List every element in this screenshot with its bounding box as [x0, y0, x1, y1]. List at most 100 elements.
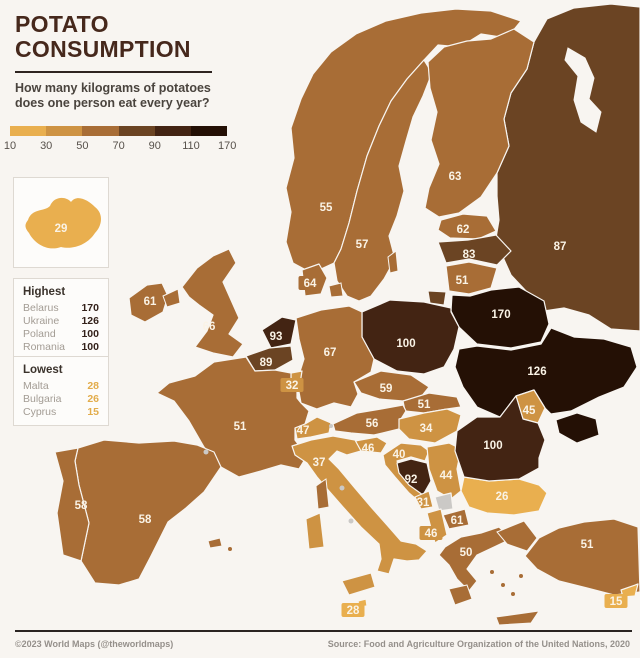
- rank-row-belarus: Belarus 170: [23, 302, 99, 315]
- header: POTATO CONSUMPTION How many kilograms of…: [15, 12, 245, 111]
- country-spain: [74, 439, 222, 586]
- rank-country-name: Poland: [23, 328, 56, 340]
- country-slovakia: [402, 392, 462, 414]
- country-label-box-luxembourg: [280, 378, 304, 392]
- rank-country-name: Malta: [23, 380, 49, 392]
- country-label-serbia: 44: [440, 470, 453, 482]
- country-label-ukraine: 126: [527, 366, 546, 378]
- country-label-romania: 100: [483, 440, 502, 452]
- footer-divider: [15, 630, 632, 632]
- country-label-norway: 55: [320, 202, 333, 214]
- country-label-russia: 87: [554, 241, 567, 253]
- country-label-malta: 28: [347, 605, 360, 617]
- vatican-dot: [348, 518, 354, 524]
- country-label-finland: 63: [449, 171, 462, 183]
- country-label-box-denmark: [298, 276, 322, 290]
- legend-segment-2: [82, 126, 119, 136]
- country-label-slovakia: 51: [418, 399, 431, 411]
- highest-heading: Highest: [23, 286, 66, 298]
- country-greece: [438, 526, 512, 592]
- legend-tick-10: 10: [3, 140, 17, 152]
- iceland-inset-map: 29: [25, 197, 102, 249]
- sicily: [341, 572, 376, 596]
- legend-segment-3: [118, 126, 155, 136]
- legend-tick-30: 30: [40, 140, 53, 152]
- rank-country-name: Bulgaria: [23, 393, 62, 405]
- rank-country-value: 15: [87, 406, 99, 418]
- rank-country-value: 100: [81, 328, 99, 340]
- andorra-dot: [203, 449, 209, 455]
- lowest-heading: Lowest: [23, 364, 63, 376]
- country-estonia: [437, 213, 497, 240]
- legend-segment-1: [46, 126, 83, 136]
- country-label-uk: 66: [203, 321, 216, 333]
- country-label-greece: 50: [460, 547, 473, 559]
- country-label-latvia: 83: [463, 249, 476, 261]
- subtitle-line1: How many kilograms of potatoes: [15, 81, 211, 95]
- kaliningrad: [427, 290, 447, 306]
- rank-country-value: 170: [81, 302, 99, 314]
- aegean-island: [501, 583, 505, 587]
- country-turkey: [524, 518, 640, 596]
- aegean-island: [490, 570, 494, 574]
- rank-country-value: 126: [81, 315, 99, 327]
- rank-country-name: Romania: [23, 341, 66, 353]
- highest-panel: Highest Belarus 170 Ukraine 126 Poland 100 Rom…: [13, 278, 109, 361]
- sardinia: [305, 512, 325, 550]
- country-label-bulgaria: 26: [496, 491, 509, 503]
- country-montenegro: [414, 490, 434, 510]
- turkey-europe: [496, 520, 538, 552]
- lowest-panel: Lowest Malta 28 Bulgaria 26 Cyprus 15: [13, 356, 109, 426]
- country-label-belarus: 170: [491, 309, 510, 321]
- country-lithuania: [445, 261, 498, 295]
- country-label-iceland: 29: [55, 223, 68, 235]
- footer-source: Source: Food and Agriculture Organizatio…: [327, 639, 630, 649]
- highest-rows: Belarus 170 Ukraine 126 Poland 100 Romania 100: [23, 302, 99, 354]
- northern-ireland: [162, 288, 181, 308]
- footer-credit: ©2023 World Maps (@theworldmaps): [15, 639, 174, 649]
- country-label-poland: 100: [396, 338, 415, 350]
- lowest-rows: Malta 28 Bulgaria 26 Cyprus 15: [23, 380, 99, 419]
- title-divider: [15, 71, 212, 73]
- country-label-ireland: 61: [144, 296, 157, 308]
- peloponnese: [448, 584, 473, 606]
- country-label-austria: 56: [366, 418, 379, 430]
- country-label-albania: 46: [425, 528, 438, 540]
- rank-country-name: Belarus: [23, 302, 59, 314]
- san-marino-dot: [339, 485, 345, 491]
- legend-tick-70: 70: [112, 140, 125, 152]
- country-italy: [291, 435, 428, 575]
- country-label-spain: 58: [139, 514, 152, 526]
- rank-row-bulgaria: Bulgaria 26: [23, 393, 99, 406]
- country-latvia: [437, 234, 512, 266]
- crimea: [555, 412, 600, 444]
- country-label-slovenia: 46: [362, 443, 375, 455]
- country-label-cyprus: 15: [610, 596, 623, 608]
- country-bosnia: [396, 458, 432, 496]
- crete: [495, 610, 541, 626]
- legend-color-bar: [10, 126, 228, 136]
- country-label-bosnia: 92: [405, 474, 418, 486]
- legend-tick-90: 90: [148, 140, 161, 152]
- country-kosovo: [434, 492, 454, 512]
- legend-tick-110: 110: [182, 140, 200, 152]
- country-switzerland: [294, 416, 332, 440]
- legend-tick-170: 170: [218, 140, 237, 152]
- rank-country-name: Cyprus: [23, 406, 57, 418]
- rank-row-romania: Romania 100: [23, 341, 99, 354]
- page-title: POTATO CONSUMPTION: [15, 12, 245, 62]
- rank-row-cyprus: Cyprus 15: [23, 406, 99, 419]
- liechtenstein-dot: [329, 424, 333, 428]
- country-romania: [454, 395, 546, 482]
- balearics-dot: [228, 547, 232, 551]
- rank-country-name: Ukraine: [23, 315, 60, 327]
- country-label-box-cyprus: [604, 594, 628, 608]
- country-label-sweden: 57: [356, 239, 369, 251]
- title-line2: CONSUMPTION: [15, 36, 191, 62]
- country-label-hungary: 34: [420, 423, 433, 435]
- color-scale-legend: 10 30 50 70 90 110 170: [4, 126, 236, 154]
- title-line1: POTATO: [15, 11, 109, 37]
- rank-row-poland: Poland 100: [23, 328, 99, 341]
- country-label-switzerland: 47: [297, 425, 310, 437]
- country-label-france: 51: [234, 421, 247, 433]
